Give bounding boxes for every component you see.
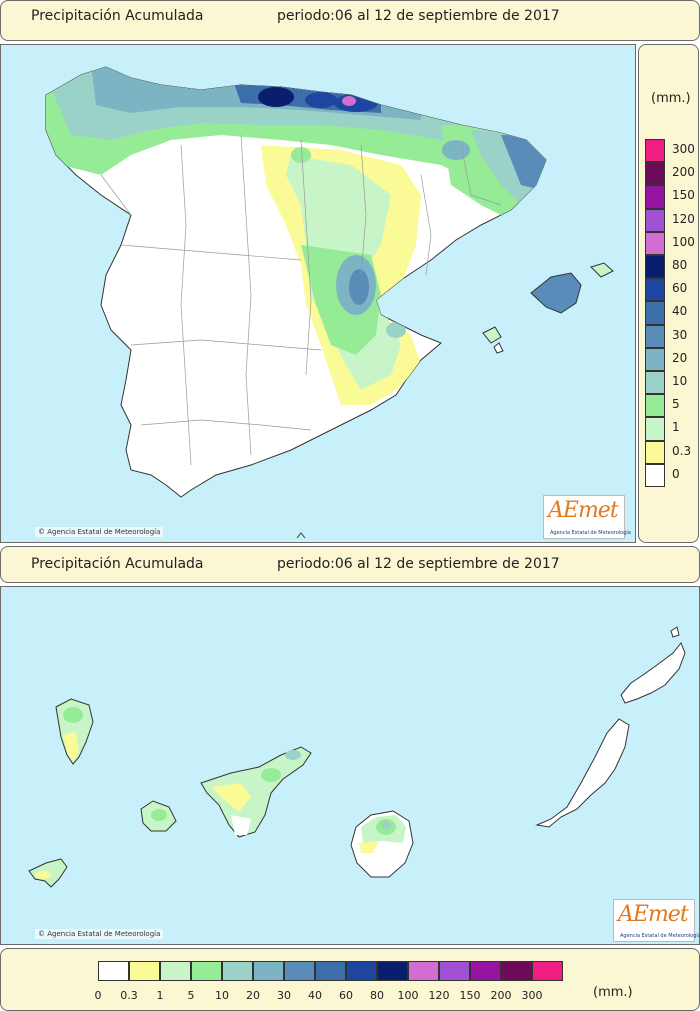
peninsula-map: © Agencia Estatal de Meteorología AEmet …	[0, 44, 636, 543]
horizontal-legend-label: 5	[187, 989, 195, 1002]
legend-swatch	[645, 301, 665, 325]
legend-swatch	[645, 347, 665, 371]
horizontal-legend-label: 40	[308, 989, 322, 1002]
legend-swatch	[645, 440, 665, 464]
el-hierro	[28, 858, 68, 888]
horizontal-legend-label: 10	[215, 989, 229, 1002]
horizontal-legend-label: 200	[490, 989, 512, 1002]
vertical-legend: (mm.) 300 200 150 120 100 80 60 40 30 20 10 5 1 0.3 0	[638, 44, 699, 543]
legend-swatch	[645, 394, 665, 418]
legend-label: 0.3	[672, 443, 692, 458]
legend-label: 0	[672, 466, 680, 481]
legend-label: 120	[672, 211, 695, 226]
canarias-aemet-logo-subtitle: Agencia Estatal de Meteorología	[620, 933, 700, 939]
credit-text: © Agencia Estatal de Meteorología	[35, 527, 164, 537]
horizontal-legend-unit: (mm.)	[593, 985, 633, 1000]
top-header-bar: Precipitación Acumulada periodo:06 al 12…	[0, 0, 700, 41]
horizontal-legend-label: 0.3	[120, 989, 138, 1002]
horizontal-legend-label: 300	[521, 989, 543, 1002]
lanzarote	[620, 642, 686, 704]
legend-label: 300	[672, 142, 695, 156]
legend-label: 10	[672, 374, 688, 388]
canarias-map-svg	[28, 626, 686, 888]
aemet-logo: AEmet Agencia Estatal de Meteorología	[543, 495, 631, 539]
legend-swatch	[645, 463, 665, 487]
horizontal-legend-swatch	[439, 961, 470, 981]
balearic-islands	[482, 262, 614, 354]
horizontal-legend-label: 80	[370, 989, 384, 1002]
canarias-map: © Agencia Estatal de Meteorología AEmet …	[0, 586, 700, 945]
legend-label: 5	[672, 397, 680, 412]
tenerife	[200, 746, 312, 838]
horizontal-legend-swatch	[377, 961, 408, 981]
africa-coast	[296, 532, 306, 539]
horizontal-legend-swatch	[501, 961, 532, 981]
legend-label: 100	[672, 234, 695, 249]
canarias-aemet-logo-mark: AEmet	[618, 902, 689, 927]
legend-swatch	[645, 417, 665, 441]
horizontal-legend-label: 60	[339, 989, 353, 1002]
legend-swatch	[645, 162, 665, 186]
canarias-period: periodo:06 al 12 de septiembre de 2017	[277, 556, 560, 572]
horizontal-legend-swatch	[470, 961, 501, 981]
mid-header-bar: Precipitación Acumulada periodo:06 al 12…	[0, 546, 700, 583]
legend-swatch	[645, 231, 665, 255]
horizontal-legend-swatch	[98, 961, 129, 981]
legend-label: 30	[672, 327, 688, 342]
horizontal-legend-swatch	[129, 961, 160, 981]
horizontal-legend-swatch	[284, 961, 315, 981]
horizontal-legend-label: 1	[156, 989, 164, 1002]
horizontal-legend: 0 0.3 1 5 10 20 30 40 60 80 100 120 150 200 300 (mm.)	[0, 948, 700, 1011]
horizontal-legend-label: 100	[397, 989, 419, 1002]
aemet-logo-mark: AEmet	[548, 498, 619, 523]
horizontal-legend-label: 120	[428, 989, 450, 1002]
canarias-aemet-logo: AEmet Agencia Estatal de Meteorología	[613, 899, 699, 942]
legend-unit: (mm.)	[651, 91, 691, 106]
horizontal-legend-swatch	[160, 961, 191, 981]
legend-label: 60	[672, 281, 688, 296]
horizontal-legend-swatch	[532, 961, 563, 981]
legend-label: 80	[672, 258, 688, 272]
horizontal-legend-swatch	[408, 961, 439, 981]
canarias-credit-text: © Agencia Estatal de Meteorología	[35, 929, 164, 939]
horizontal-legend-label: 150	[459, 989, 481, 1002]
legend-swatch	[645, 371, 665, 395]
legend-label: 1	[672, 420, 680, 435]
horizontal-legend-swatch	[191, 961, 222, 981]
legend-swatch	[645, 185, 665, 209]
horizontal-legend-label: 0	[94, 989, 102, 1002]
horizontal-legend-label: 30	[277, 989, 291, 1002]
legend-label: 40	[672, 304, 688, 319]
legend-swatch	[645, 278, 665, 302]
legend-label: 20	[672, 350, 688, 365]
horizontal-legend-swatch	[346, 961, 377, 981]
legend-label: 150	[672, 188, 695, 203]
fuerteventura	[535, 718, 630, 828]
la-gomera	[140, 800, 177, 832]
province-borders	[100, 134, 502, 466]
gran-canaria	[350, 810, 414, 878]
peninsula-map-svg	[45, 66, 614, 539]
legend-swatch	[645, 255, 665, 279]
legend-swatch	[645, 139, 665, 163]
la-palma	[55, 698, 94, 765]
la-graciosa	[670, 626, 680, 638]
canarias-title: Precipitación Acumulada	[31, 556, 204, 572]
map-period: periodo:06 al 12 de septiembre de 2017	[277, 8, 560, 24]
legend-swatch	[645, 208, 665, 232]
horizontal-legend-label: 20	[246, 989, 260, 1002]
horizontal-legend-swatch	[253, 961, 284, 981]
aemet-logo-subtitle: Agencia Estatal de Meteorología	[550, 530, 631, 536]
map-title: Precipitación Acumulada	[31, 8, 204, 24]
legend-swatch	[645, 324, 665, 348]
horizontal-legend-swatch	[222, 961, 253, 981]
legend-label: 200	[672, 165, 695, 180]
horizontal-legend-swatch	[315, 961, 346, 981]
